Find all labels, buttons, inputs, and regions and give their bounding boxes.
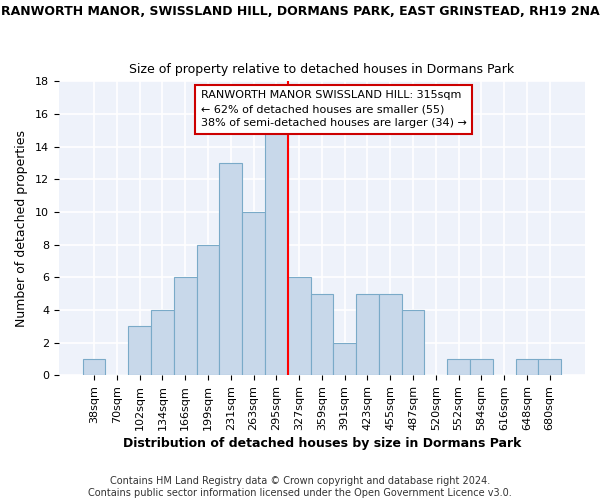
X-axis label: Distribution of detached houses by size in Dormans Park: Distribution of detached houses by size … — [123, 437, 521, 450]
Bar — [197, 244, 220, 375]
Bar — [174, 277, 197, 375]
Bar — [128, 326, 151, 375]
Bar — [401, 310, 424, 375]
Text: RANWORTH MANOR SWISSLAND HILL: 315sqm
← 62% of detached houses are smaller (55)
: RANWORTH MANOR SWISSLAND HILL: 315sqm ← … — [201, 90, 467, 128]
Bar — [447, 359, 470, 375]
Bar — [242, 212, 265, 375]
Bar — [470, 359, 493, 375]
Title: Size of property relative to detached houses in Dormans Park: Size of property relative to detached ho… — [130, 63, 514, 76]
Bar — [515, 359, 538, 375]
Bar — [333, 342, 356, 375]
Bar — [220, 163, 242, 375]
Text: Contains HM Land Registry data © Crown copyright and database right 2024.
Contai: Contains HM Land Registry data © Crown c… — [88, 476, 512, 498]
Bar — [288, 277, 311, 375]
Bar — [265, 130, 288, 375]
Bar — [83, 359, 106, 375]
Bar — [356, 294, 379, 375]
Y-axis label: Number of detached properties: Number of detached properties — [15, 130, 28, 327]
Bar — [379, 294, 401, 375]
Text: RANWORTH MANOR, SWISSLAND HILL, DORMANS PARK, EAST GRINSTEAD, RH19 2NA: RANWORTH MANOR, SWISSLAND HILL, DORMANS … — [1, 5, 599, 18]
Bar — [538, 359, 561, 375]
Bar — [151, 310, 174, 375]
Bar — [311, 294, 333, 375]
